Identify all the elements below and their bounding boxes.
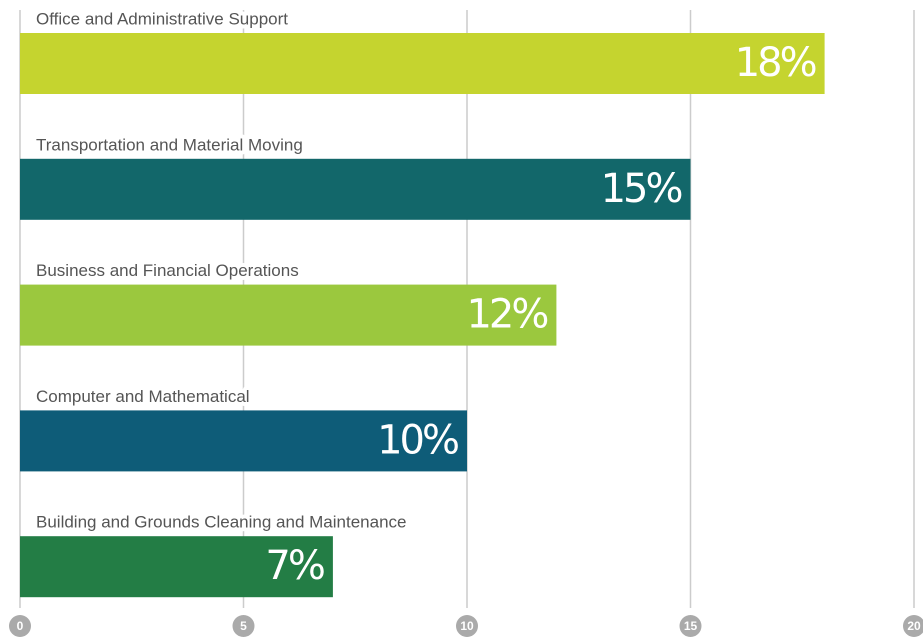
bar	[20, 158, 691, 220]
category-label: Transportation and Material Moving	[36, 135, 303, 154]
value-label: 15%	[601, 166, 682, 212]
tick-badge	[903, 615, 923, 637]
tick-badge	[679, 615, 702, 637]
x-tick-label: 10	[460, 619, 474, 633]
category-label: Building and Grounds Cleaning and Mainte…	[36, 513, 406, 532]
bar	[20, 410, 467, 472]
value-label: 7%	[265, 543, 323, 589]
x-tick-label: 0	[17, 619, 24, 633]
bar	[20, 536, 333, 598]
value-label: 18%	[735, 40, 816, 86]
tick-badge	[9, 615, 31, 637]
category-label: Business and Financial Operations	[36, 261, 299, 280]
value-label: 10%	[377, 417, 458, 463]
bar	[20, 284, 557, 346]
x-tick-label: 15	[684, 619, 698, 633]
tick-badge	[232, 615, 255, 637]
value-label: 12%	[466, 292, 547, 338]
x-tick-label: 5	[240, 619, 247, 633]
x-tick-label: 20	[907, 619, 921, 633]
bar	[20, 33, 825, 94]
category-label: Office and Administrative Support	[36, 9, 288, 28]
tick-badge	[456, 615, 478, 637]
category-label: Computer and Mathematical	[36, 387, 250, 406]
